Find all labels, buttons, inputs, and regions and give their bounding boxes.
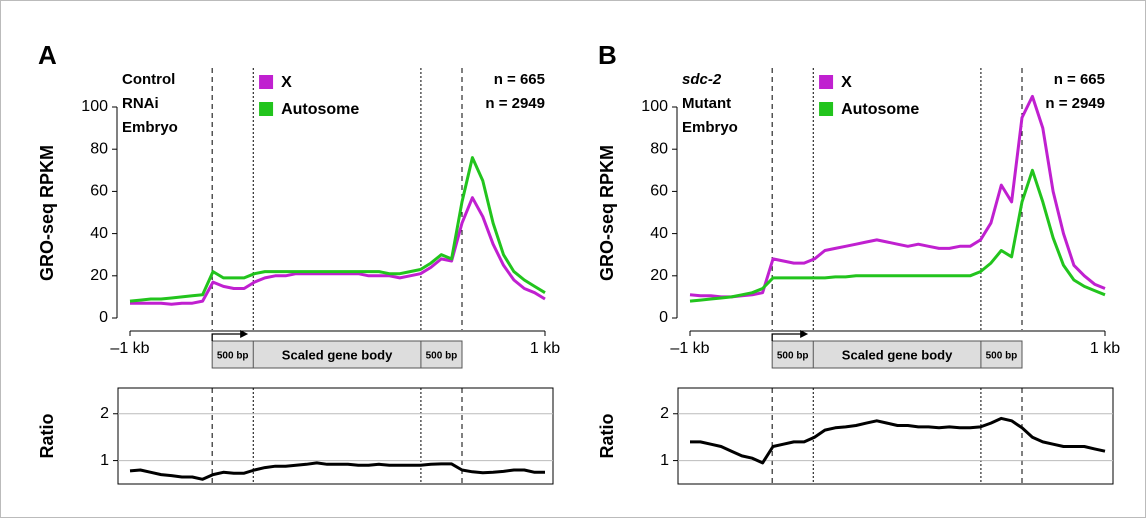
y-tick-label: 20 — [90, 267, 108, 284]
x-tick-label: –1 kb — [670, 340, 709, 357]
y-tick-label: 60 — [90, 183, 108, 200]
y-tick-label: 20 — [650, 267, 668, 284]
condition-label: Embryo — [682, 119, 738, 136]
x-tick-label: –1 kb — [110, 340, 149, 357]
tss-arrowhead — [240, 330, 249, 338]
series-line — [689, 94, 1106, 299]
tss-arrowhead — [800, 330, 809, 338]
legend-label: Autosome — [841, 101, 919, 118]
series-line — [690, 416, 1106, 465]
n-label: n = 2949 — [1045, 95, 1105, 112]
gene-body — [211, 340, 463, 369]
y-axis-label: Ratio — [37, 413, 57, 458]
panel-label: B — [598, 40, 617, 70]
tss-arrow — [771, 333, 803, 341]
tss-arrow — [211, 333, 243, 341]
y-tick-label: 100 — [81, 98, 108, 115]
gene-label: Scaled gene body — [282, 347, 393, 362]
series-line — [130, 196, 546, 306]
gene-label: 500 bp — [217, 351, 249, 362]
y-axis-label: GRO-seq RPKM — [597, 145, 617, 281]
y-tick-label: 80 — [90, 140, 108, 157]
legend-label: X — [281, 74, 292, 91]
condition-label: Control — [122, 71, 175, 88]
y-tick-label: 60 — [650, 183, 668, 200]
legend-swatch — [819, 102, 834, 116]
gene-label: 500 bp — [426, 351, 458, 362]
y-tick-label: 1 — [100, 452, 109, 469]
x-tick-label: 1 kb — [1090, 340, 1120, 357]
plot-frame — [117, 387, 554, 485]
condition-label: RNAi — [122, 95, 159, 112]
series-line — [689, 168, 1106, 303]
legend-label: X — [841, 74, 852, 91]
condition-label: sdc-2 — [682, 71, 722, 88]
condition-label: Mutant — [682, 95, 731, 112]
y-tick-label: 2 — [100, 405, 109, 422]
gene-label: Scaled gene body — [842, 347, 953, 362]
gene-label: 500 bp — [777, 351, 809, 362]
n-label: n = 665 — [494, 71, 545, 88]
condition-label: Embryo — [122, 119, 178, 136]
legend-swatch — [259, 102, 274, 116]
y-axis-label: GRO-seq RPKM — [37, 145, 57, 281]
y-tick-label: 80 — [650, 140, 668, 157]
legend-swatch — [259, 75, 274, 89]
y-axis-label: Ratio — [597, 413, 617, 458]
n-label: n = 665 — [1054, 71, 1105, 88]
plot-frame — [677, 387, 1114, 485]
y-tick-label: 40 — [650, 225, 668, 242]
y-tick-label: 40 — [90, 225, 108, 242]
panel-label: A — [38, 40, 57, 70]
series-line — [129, 461, 545, 481]
legend-label: Autosome — [281, 101, 359, 118]
gene-label: 500 bp — [986, 351, 1018, 362]
series-line — [129, 156, 546, 303]
x-tick-label: 1 kb — [530, 340, 560, 357]
y-tick-label: 0 — [99, 309, 108, 326]
legend-swatch — [819, 75, 834, 89]
y-tick-label: 2 — [660, 405, 669, 422]
gene-body — [771, 340, 1023, 369]
n-label: n = 2949 — [485, 95, 545, 112]
y-tick-label: 1 — [660, 452, 669, 469]
y-tick-label: 100 — [641, 98, 668, 115]
y-tick-label: 0 — [659, 309, 668, 326]
